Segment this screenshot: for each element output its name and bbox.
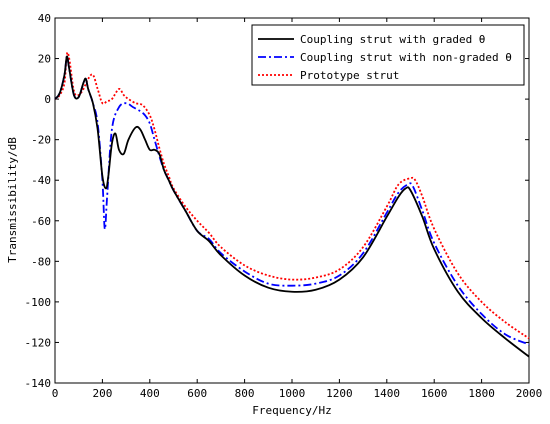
y-tick-label: -80 — [31, 255, 51, 268]
series-lines — [54, 51, 530, 358]
y-tick-label: -60 — [31, 215, 51, 228]
legend-label-2: Prototype strut — [300, 69, 399, 82]
x-tick-label: 1800 — [468, 387, 495, 400]
x-tick-label: 0 — [52, 387, 59, 400]
legend-box — [251, 24, 525, 86]
series-line-1 — [54, 55, 530, 346]
series-line-2 — [54, 51, 530, 340]
series-line-0 — [54, 55, 530, 358]
y-tick-label: -100 — [25, 296, 52, 309]
x-tick-label: 1600 — [421, 387, 448, 400]
y-tick-label: 20 — [38, 53, 51, 66]
axis-ticks: 0 200 400 600 800 1000 1200 1400 1600 1800 2000-14… — [25, 12, 543, 400]
x-axis-label: Frequency/Hz — [252, 404, 331, 417]
y-tick-label: 40 — [38, 12, 51, 25]
y-tick-label: 0 — [44, 93, 51, 106]
y-tick-label: -140 — [25, 377, 52, 390]
x-tick-label: 600 — [187, 387, 207, 400]
legend-label-1: Coupling strut with non-graded θ — [300, 51, 512, 64]
legend: Coupling strut with graded θ Coupling str… — [251, 24, 525, 86]
y-tick-label: -120 — [25, 336, 52, 349]
x-tick-label: 1000 — [279, 387, 306, 400]
x-tick-label: 1400 — [374, 387, 401, 400]
y-axis-label: Transmissibility/dB — [6, 137, 19, 263]
y-tick-label: -20 — [31, 134, 51, 147]
x-tick-label: 1200 — [326, 387, 353, 400]
x-tick-label: 200 — [92, 387, 112, 400]
legend-label-0: Coupling strut with graded θ — [300, 33, 485, 46]
y-tick-label: -40 — [31, 174, 51, 187]
x-tick-label: 400 — [140, 387, 160, 400]
x-tick-label: 2000 — [516, 387, 543, 400]
x-tick-label: 800 — [235, 387, 255, 400]
